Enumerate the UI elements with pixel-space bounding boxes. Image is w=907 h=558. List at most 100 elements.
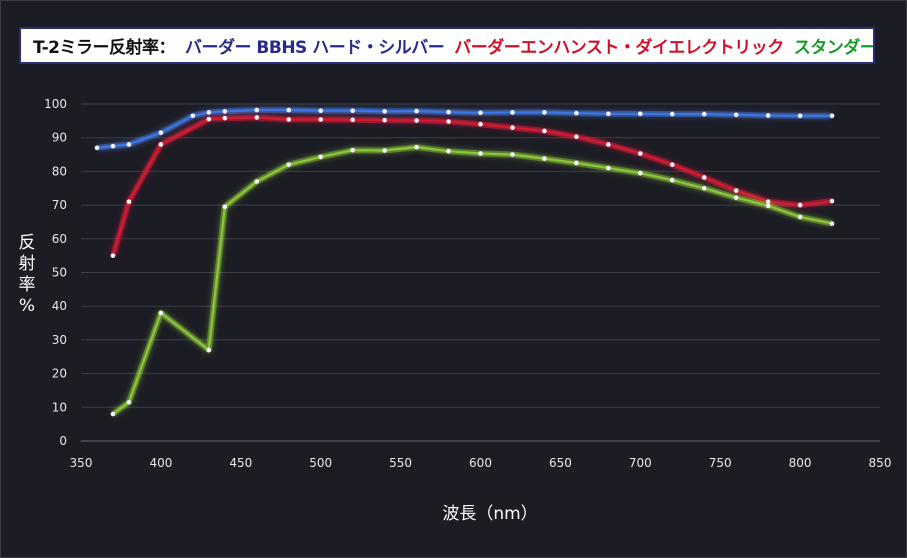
data-point xyxy=(510,152,515,157)
data-point xyxy=(510,125,515,130)
data-point xyxy=(110,411,116,417)
data-point xyxy=(669,111,675,117)
data-point xyxy=(222,115,228,121)
y-label-char: % xyxy=(19,296,35,316)
data-point xyxy=(158,142,164,147)
data-point xyxy=(638,151,643,156)
data-point xyxy=(382,109,387,114)
data-point xyxy=(797,202,803,208)
data-point xyxy=(478,151,483,156)
data-point xyxy=(222,109,228,114)
data-point xyxy=(318,117,324,122)
data-point xyxy=(542,128,547,134)
series-line xyxy=(96,109,833,149)
data-point xyxy=(126,142,132,147)
data-point xyxy=(206,347,212,353)
data-point xyxy=(206,110,212,115)
data-point xyxy=(510,110,515,115)
data-point xyxy=(733,188,739,193)
data-point xyxy=(797,214,803,220)
series-2 xyxy=(110,144,835,417)
data-point xyxy=(286,107,292,113)
data-point xyxy=(446,109,451,115)
data-point xyxy=(606,111,611,117)
x-tick-label: 350 xyxy=(70,456,93,470)
data-point xyxy=(765,203,771,209)
data-point xyxy=(254,179,260,184)
y-tick-label: 40 xyxy=(52,299,67,313)
data-point xyxy=(222,204,228,210)
y-tick-label: 60 xyxy=(52,232,67,246)
y-label-char: 射 xyxy=(19,254,36,274)
data-point xyxy=(414,108,419,114)
series-0 xyxy=(94,107,835,151)
y-tick-label: 50 xyxy=(52,266,67,280)
data-point xyxy=(286,117,292,122)
x-axis-ticks: 350 400 450 500 550 600 650 700 750 800 850 xyxy=(70,456,892,470)
data-point xyxy=(701,111,707,117)
data-point xyxy=(350,117,355,123)
data-point xyxy=(318,154,324,160)
x-axis-label: 波長（nm） xyxy=(442,504,537,524)
data-point xyxy=(254,107,260,113)
series-group xyxy=(94,107,835,417)
data-point xyxy=(574,160,579,166)
data-point xyxy=(94,145,100,151)
data-point xyxy=(382,117,387,123)
data-point xyxy=(414,144,419,150)
data-point xyxy=(701,175,707,180)
data-point xyxy=(318,108,324,114)
legend-label-silver: バーダー BBHS ハード・シルバー xyxy=(184,38,445,58)
data-point xyxy=(286,162,292,167)
x-tick-label: 750 xyxy=(709,456,732,470)
data-point xyxy=(733,112,739,118)
data-point xyxy=(606,142,611,147)
x-tick-label: 700 xyxy=(629,456,652,470)
data-point xyxy=(382,148,387,153)
data-point xyxy=(190,113,196,119)
data-point xyxy=(446,148,451,154)
y-label-char: 反 xyxy=(19,233,36,253)
y-tick-label: 90 xyxy=(52,131,67,145)
x-tick-label: 400 xyxy=(149,456,172,470)
data-point xyxy=(669,162,675,167)
y-tick-label: 30 xyxy=(52,333,67,347)
data-point xyxy=(829,198,835,204)
x-tick-label: 600 xyxy=(469,456,492,470)
data-point xyxy=(574,134,579,139)
legend-label-aluminium: スタンダードアルミニウム xyxy=(793,38,875,58)
data-point xyxy=(478,110,483,116)
data-point xyxy=(158,310,164,316)
data-point xyxy=(829,221,835,226)
data-point xyxy=(414,118,419,123)
data-point xyxy=(669,177,675,183)
data-point xyxy=(765,113,771,118)
data-point xyxy=(606,165,611,171)
x-tick-label: 500 xyxy=(309,456,332,470)
x-tick-label: 550 xyxy=(389,456,412,470)
data-point xyxy=(158,130,164,135)
x-tick-label: 850 xyxy=(869,456,892,470)
chart-title-box: T-2ミラー反射率： バーダー BBHS ハード・シルバー バーダーエンハンスト… xyxy=(19,27,875,64)
data-point xyxy=(126,399,132,405)
data-point xyxy=(350,147,355,153)
y-tick-label: 20 xyxy=(52,367,67,381)
y-tick-label: 80 xyxy=(52,164,67,178)
data-point xyxy=(701,185,707,191)
data-point xyxy=(478,121,483,127)
title-prefix: T-2ミラー反射率： xyxy=(33,38,175,58)
data-point xyxy=(829,113,835,119)
series-line xyxy=(112,146,833,415)
data-point xyxy=(254,115,260,120)
y-tick-label: 100 xyxy=(44,97,67,111)
y-axis-label: 反射率% xyxy=(19,233,36,316)
grid-lines xyxy=(81,103,880,442)
data-point xyxy=(542,156,547,161)
legend-label-dielectric: バーダーエンハンスト・ダイエレクトリック xyxy=(454,38,784,58)
data-point xyxy=(638,170,643,176)
x-tick-label: 650 xyxy=(549,456,572,470)
y-tick-label: 70 xyxy=(52,198,67,212)
data-point xyxy=(733,195,739,200)
